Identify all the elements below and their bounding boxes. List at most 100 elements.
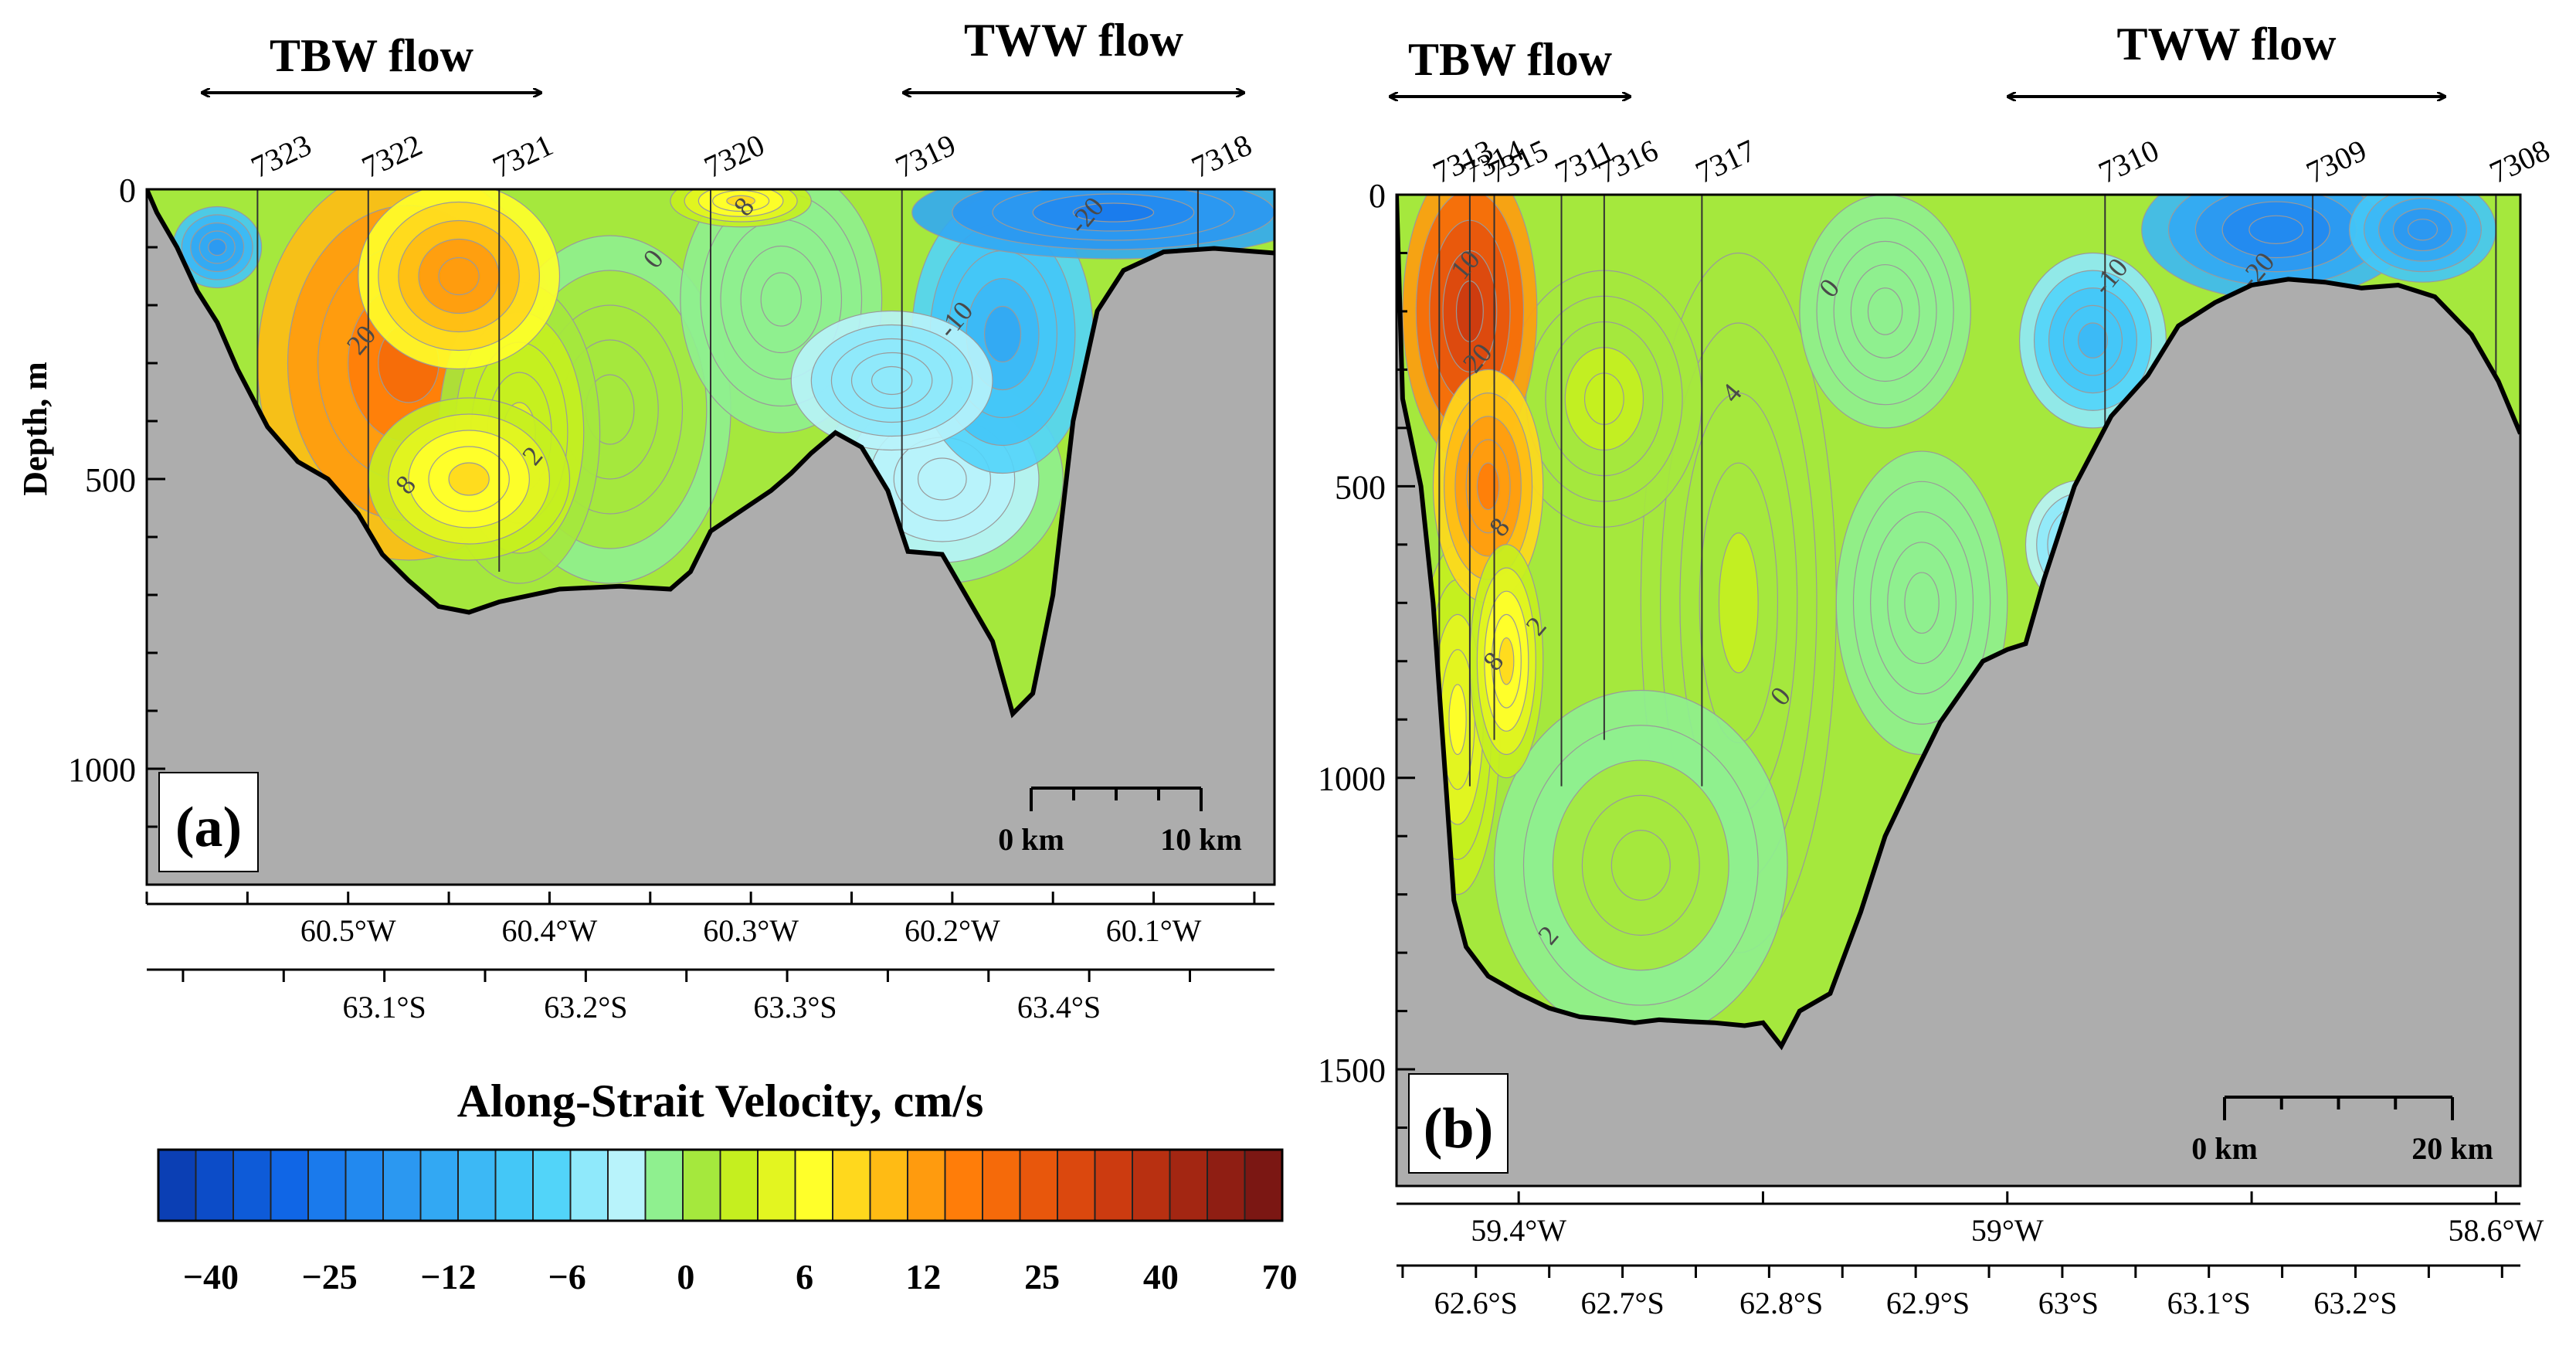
scale-bar-start-label: 0 km — [998, 822, 1064, 857]
colorbar-swatch — [1057, 1149, 1096, 1222]
depth-tick-label: 500 — [85, 461, 136, 499]
latitude-tick-label: 62.7°S — [1580, 1286, 1664, 1320]
velocity-contour-band — [1072, 202, 1155, 223]
velocity-contour-band — [1610, 830, 1671, 901]
latitude-tick-label: 63.1°S — [2167, 1286, 2251, 1320]
colorbar-swatch — [195, 1149, 234, 1222]
velocity-field — [1397, 195, 2520, 1186]
panel-label-box — [1408, 1073, 1509, 1174]
velocity-contour-band — [208, 238, 227, 257]
latitude-tick-label: 63°S — [2038, 1286, 2099, 1320]
tww-flow-label: TWW flow — [2117, 19, 2337, 70]
depth-tick-label: 0 — [119, 172, 136, 209]
velocity-contour-band — [1448, 684, 1467, 756]
velocity-contour-band — [1498, 637, 1515, 685]
depth-axis-label: Depth, m — [16, 362, 54, 496]
colorbar-tick-label: 12 — [905, 1257, 941, 1296]
seafloor-fill — [147, 189, 1274, 885]
longitude-tick-label: 59°W — [1971, 1213, 2044, 1248]
station-label: 7317 — [1690, 133, 1761, 191]
velocity-contour-band — [871, 365, 913, 396]
seafloor-line — [147, 189, 1274, 719]
colorbar-swatch — [494, 1149, 534, 1222]
tbw-flow-label: TBW flow — [1408, 34, 1613, 85]
scale-bar-end-label: 10 km — [1160, 822, 1242, 857]
latitude-tick-label: 63.1°S — [343, 990, 426, 1024]
latitude-tick-label: 63.2°S — [544, 990, 627, 1024]
station-label: 7310 — [2093, 133, 2164, 191]
colorbar-swatch — [907, 1149, 946, 1222]
colorbar-swatch — [457, 1149, 497, 1222]
colorbar-swatch — [532, 1149, 572, 1222]
longitude-tick-label: 58.6°W — [2448, 1213, 2544, 1248]
colorbar-swatch — [719, 1149, 759, 1222]
scale-bar-end-label: 20 km — [2411, 1131, 2493, 1166]
panel-label: (b) — [1408, 1073, 1509, 1174]
depth-axis: 0 500 1000 — [68, 172, 165, 886]
station-label: 7323 — [246, 127, 317, 185]
longitude-tick-label: 59.4°W — [1471, 1213, 1566, 1248]
velocity-contour-band — [2407, 219, 2439, 241]
colorbar-tick-label: 25 — [1024, 1257, 1060, 1296]
longitude-tick-label: 60.2°W — [904, 913, 1000, 948]
colorbar-tick-label: −40 — [183, 1257, 239, 1296]
colorbar-swatch — [1207, 1149, 1246, 1222]
colorbar-swatch — [1132, 1149, 1171, 1222]
depth-tick-label: 1500 — [1318, 1052, 1386, 1089]
velocity-contour-band — [2248, 215, 2304, 244]
velocity-contour-band — [438, 257, 480, 296]
colorbar-swatch — [982, 1149, 1021, 1222]
colorbar-swatch — [682, 1149, 721, 1222]
panel-b-velocity-section: 10208824002-10-20-405001000150059.4°W59°… — [1318, 19, 2555, 1320]
depth-tick-label: 0 — [1369, 177, 1386, 215]
velocity-contour-band — [448, 462, 490, 496]
seafloor-line — [1397, 195, 2520, 1051]
colorbar-tick-label: −6 — [548, 1257, 586, 1296]
station-label: 7309 — [2301, 133, 2372, 191]
colorbar-swatch — [644, 1149, 684, 1222]
colorbar-swatch — [1019, 1149, 1058, 1222]
longitude-tick-label: 60.1°W — [1106, 913, 1202, 948]
latitude-tick-label: 62.8°S — [1739, 1286, 1823, 1320]
colorbar-tick-label: −12 — [420, 1257, 476, 1296]
colorbar-tick-label: 40 — [1143, 1257, 1179, 1296]
depth-tick-label: 1000 — [1318, 760, 1386, 798]
latitude-axis: 62.6°S 62.7°S 62.8°S 62.9°S 63°S 63.1°S 63.2°S — [1397, 1264, 2520, 1320]
panel-label: (a) — [158, 772, 259, 872]
plot-frame — [1395, 193, 2522, 1188]
velocity-contour-band — [1476, 462, 1500, 511]
velocity-contour-band — [917, 457, 967, 501]
velocity-contour-band — [1867, 287, 1903, 335]
longitude-axis: 60.5°W 60.4°W 60.3°W 60.2°W 60.1°W — [145, 892, 1274, 948]
depth-tick-label: 1000 — [68, 751, 136, 789]
panel-label-box — [158, 772, 259, 872]
colorbar-swatch — [1244, 1149, 1283, 1222]
velocity-contour-band — [726, 195, 755, 207]
colorbar-swatch — [794, 1149, 833, 1222]
velocity-contour-band — [760, 272, 802, 327]
longitude-tick-label: 60.3°W — [703, 913, 799, 948]
station-label: 7322 — [357, 127, 428, 185]
seafloor-fill — [1397, 195, 2520, 1186]
station-label: 7320 — [699, 127, 770, 185]
latitude-tick-label: 63.2°S — [2313, 1286, 2397, 1320]
velocity-colorbar: Along-Strait Velocity, cm/s −40 −25 −12 −6 0 6… — [157, 1075, 1298, 1296]
station-label: 7318 — [1186, 127, 1257, 185]
colorbar-swatch — [569, 1149, 609, 1222]
colorbar-swatch — [158, 1149, 197, 1222]
latitude-axis: 63.1°S 63.2°S 63.3°S 63.4°S — [147, 968, 1274, 1024]
colorbar-swatch — [232, 1149, 272, 1222]
longitude-tick-label: 60.5°W — [300, 913, 396, 948]
latitude-tick-label: 62.9°S — [1886, 1286, 1970, 1320]
colorbar-tick-label: 70 — [1262, 1257, 1298, 1296]
velocity-contour-band — [983, 305, 1022, 363]
panel-label-text: (b) — [1424, 1097, 1493, 1160]
velocity-contour-band — [1718, 532, 1759, 674]
colorbar-tick-label: −25 — [302, 1257, 358, 1296]
longitude-axis: 59.4°W 59°W 58.6°W — [1397, 1191, 2544, 1248]
colorbar-swatch — [607, 1149, 647, 1222]
station-label: 7319 — [890, 127, 961, 185]
colorbar-title: Along-Strait Velocity, cm/s — [457, 1075, 984, 1126]
scale-bar: 0 km 20 km — [2191, 1096, 2493, 1166]
